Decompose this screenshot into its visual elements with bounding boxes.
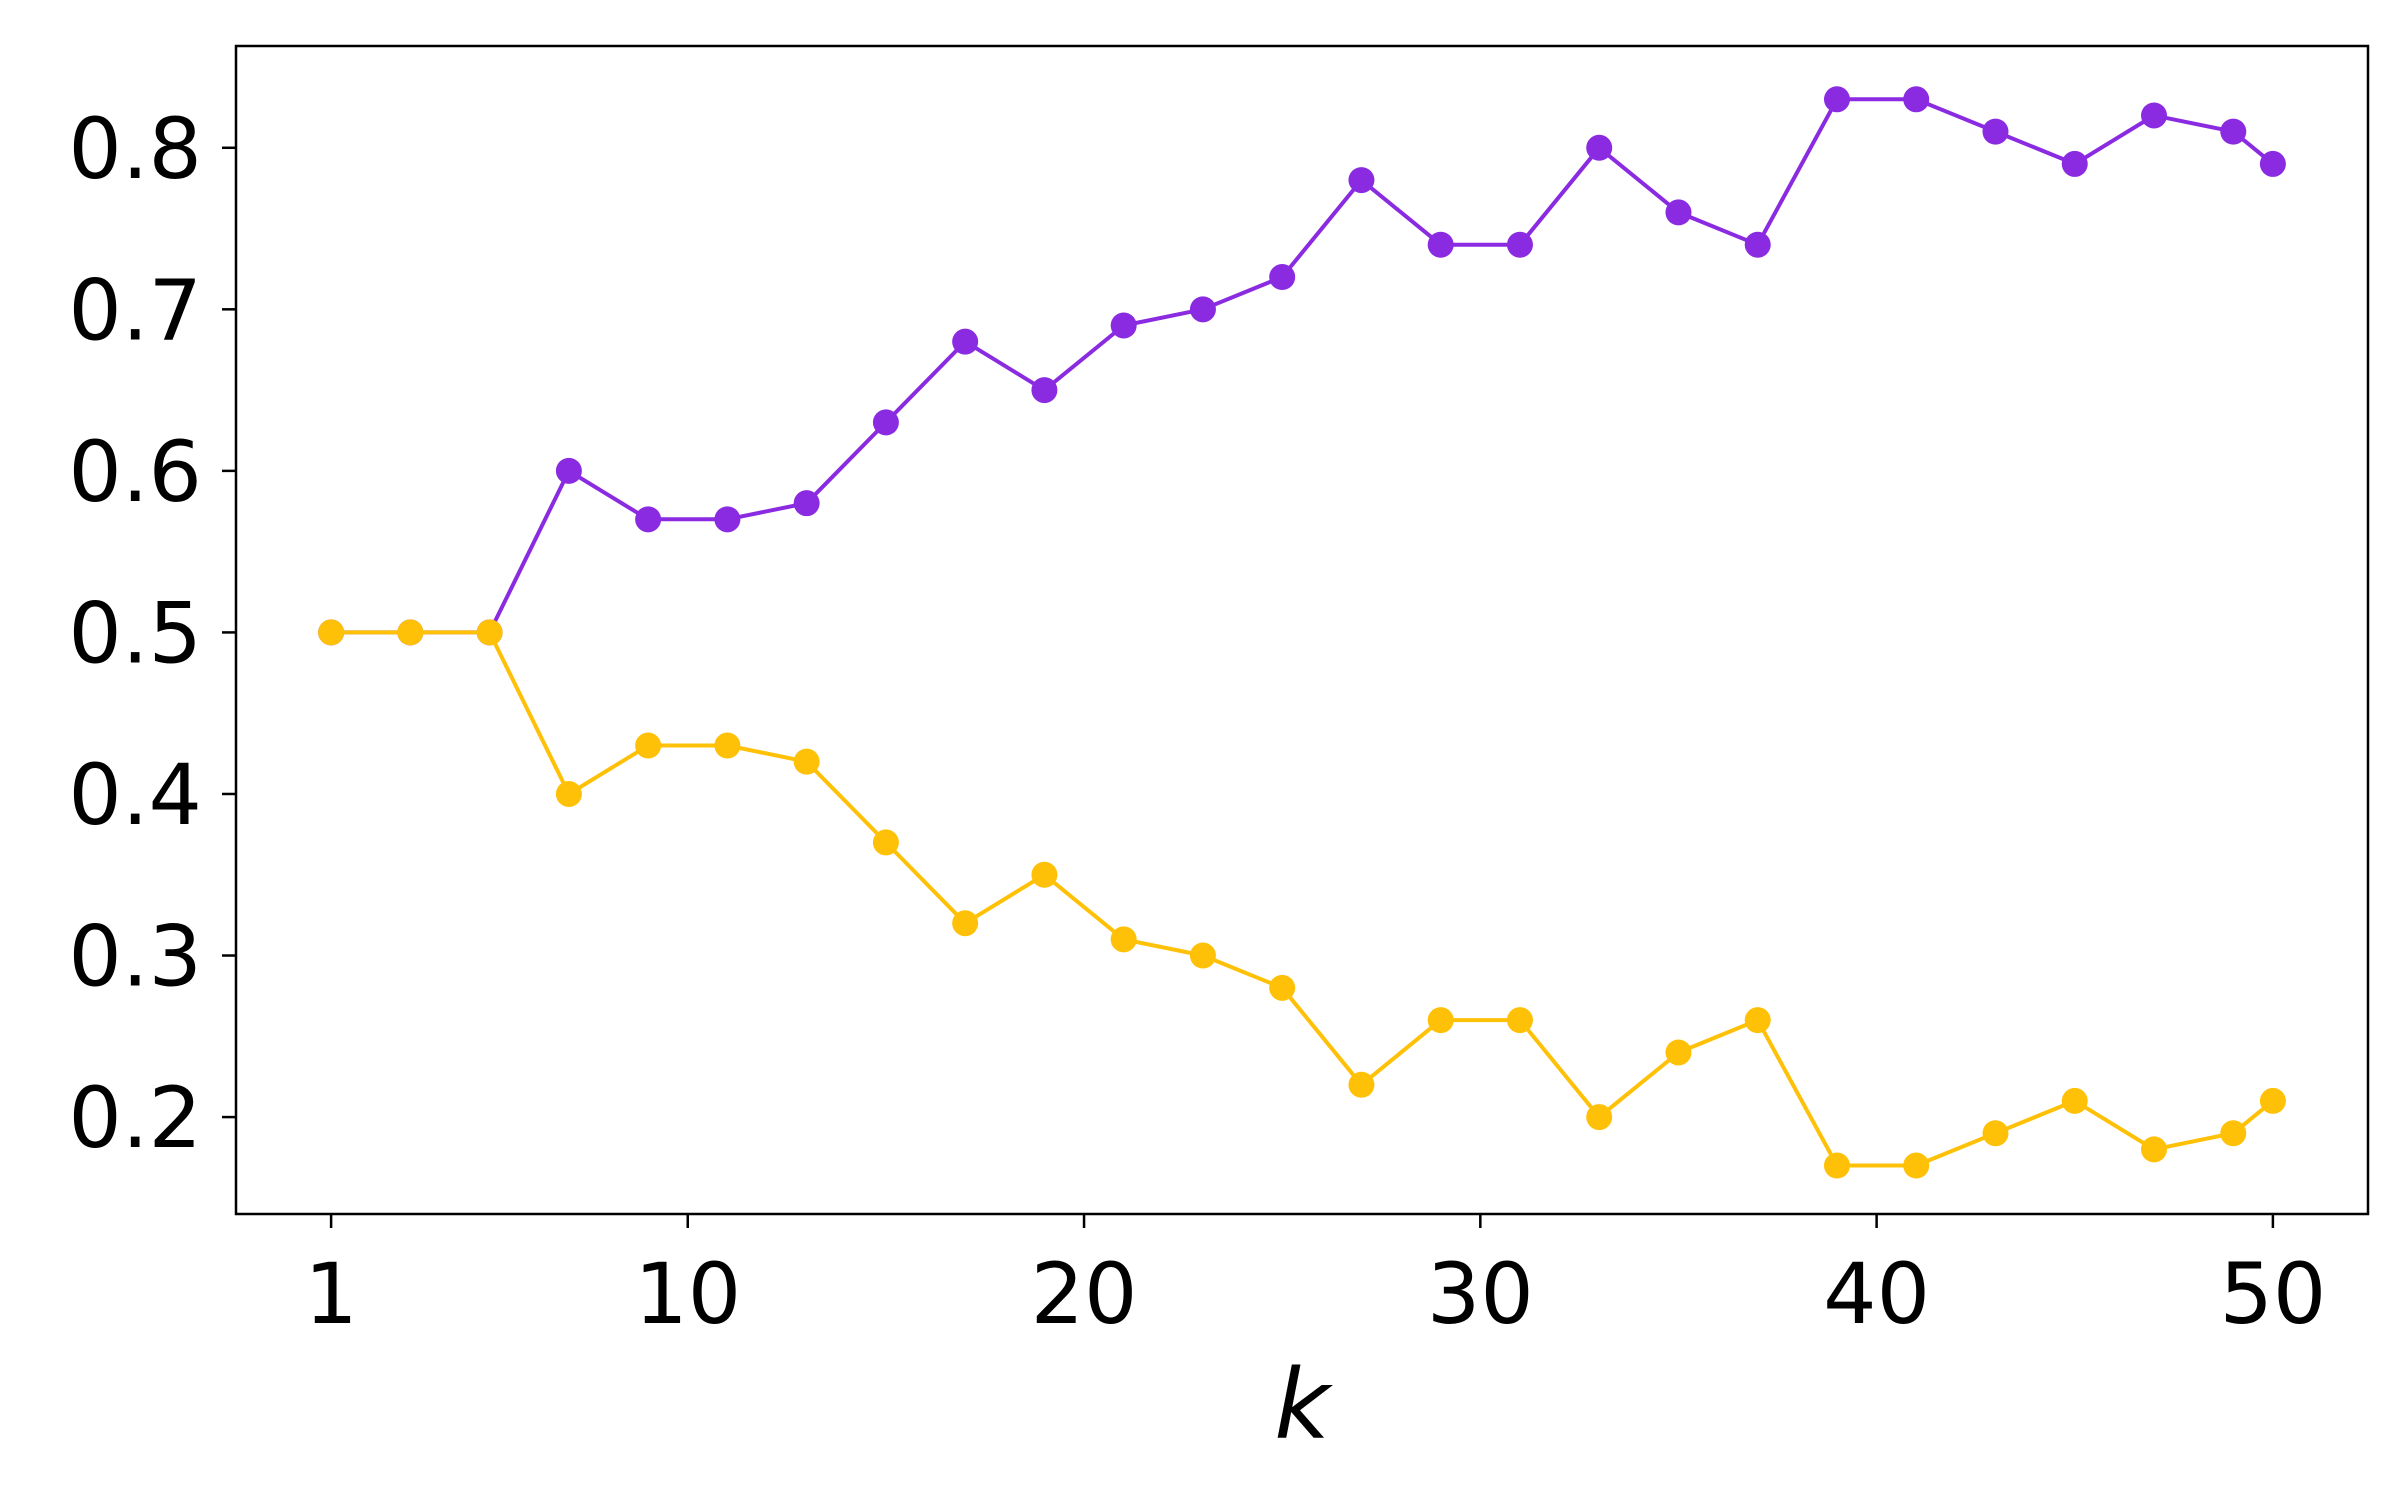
data-point <box>2220 118 2247 145</box>
data-point <box>2259 1087 2286 1114</box>
data-point <box>714 506 741 533</box>
data-point <box>1665 1039 1692 1066</box>
data-point <box>1031 861 1058 888</box>
data-point <box>2259 150 2286 177</box>
y-tick-label: 0.8 <box>68 100 202 198</box>
x-tick-label: 50 <box>2219 1245 2326 1343</box>
data-point <box>1031 377 1058 404</box>
data-point <box>1269 264 1296 291</box>
data-point <box>1823 86 1850 113</box>
y-tick-label: 0.6 <box>68 423 202 521</box>
data-point <box>318 619 345 646</box>
data-point <box>2061 1087 2088 1114</box>
data-point <box>793 748 820 775</box>
y-tick-label: 0.5 <box>68 584 202 682</box>
data-point <box>397 619 424 646</box>
x-axis-label: k <box>1274 1349 1333 1461</box>
data-point <box>952 910 979 937</box>
data-point <box>1903 86 1930 113</box>
data-point <box>476 619 503 646</box>
data-point <box>1506 231 1533 258</box>
data-point <box>1982 1120 2009 1147</box>
data-point <box>1982 118 2009 145</box>
data-point <box>1903 1152 1930 1179</box>
data-point <box>1823 1152 1850 1179</box>
series-line <box>331 630 2275 1168</box>
x-tick-label: 1 <box>304 1245 357 1343</box>
data-point <box>1744 231 1771 258</box>
x-tick-label: 30 <box>1427 1245 1534 1343</box>
data-point <box>1665 199 1692 226</box>
plot-frame <box>234 44 2370 1216</box>
y-tick-label: 0.4 <box>68 746 202 844</box>
data-point <box>1586 134 1613 161</box>
series-1 <box>318 86 2286 646</box>
data-point <box>872 409 899 436</box>
data-point <box>1269 974 1296 1001</box>
data-point <box>2141 1136 2168 1163</box>
y-tick-label: 0.3 <box>68 908 202 1006</box>
data-point <box>1586 1104 1613 1131</box>
data-point <box>1427 1007 1454 1034</box>
data-point <box>2220 1120 2247 1147</box>
data-point <box>1348 167 1375 194</box>
data-point <box>555 780 582 807</box>
data-point <box>714 732 741 759</box>
x-axis: 1 10 20 30 40 50 <box>304 1214 2326 1343</box>
x-tick-label: 10 <box>634 1245 741 1343</box>
series-layer <box>318 86 2286 1179</box>
data-point <box>793 490 820 517</box>
data-point <box>1506 1007 1533 1034</box>
y-tick-label: 0.7 <box>68 261 202 359</box>
x-tick-label: 20 <box>1031 1245 1138 1343</box>
data-point <box>1744 1007 1771 1034</box>
series-2 <box>318 619 2286 1179</box>
data-point <box>1110 312 1137 339</box>
data-point <box>872 829 899 856</box>
y-tick-label: 0.2 <box>68 1069 202 1167</box>
data-point <box>555 457 582 484</box>
data-point <box>1348 1071 1375 1098</box>
data-point <box>2141 102 2168 129</box>
data-point <box>635 506 662 533</box>
data-point <box>2061 150 2088 177</box>
series-line <box>331 97 2275 635</box>
data-point <box>1110 926 1137 953</box>
x-tick-label: 40 <box>1823 1245 1930 1343</box>
data-point <box>952 328 979 355</box>
y-axis: 0.2 0.3 0.4 0.5 0.6 0.7 0.8 <box>68 100 236 1167</box>
data-point <box>1427 231 1454 258</box>
data-point <box>635 732 662 759</box>
data-point <box>1189 942 1216 969</box>
data-point <box>1189 296 1216 323</box>
